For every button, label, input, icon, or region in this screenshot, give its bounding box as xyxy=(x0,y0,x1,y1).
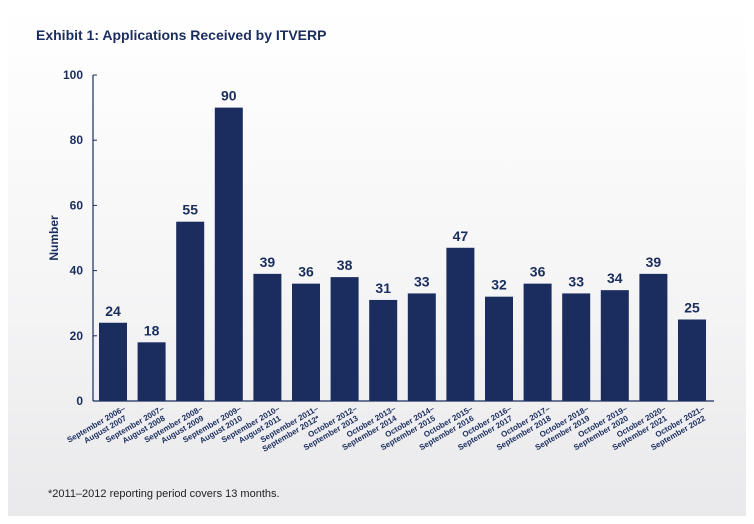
y-tick-label-0: 0 xyxy=(76,394,83,408)
bar-value-label-11: 36 xyxy=(530,264,546,280)
bar-value-label-9: 47 xyxy=(453,228,469,244)
chart-title: Exhibit 1: Applications Received by ITVE… xyxy=(36,27,327,43)
y-tick-label-20: 20 xyxy=(70,329,84,343)
bar-value-label-10: 32 xyxy=(491,277,507,293)
bar-value-label-13: 34 xyxy=(607,270,623,286)
footnote: *2011–2012 reporting period covers 13 mo… xyxy=(48,488,280,500)
y-tick-label-40: 40 xyxy=(70,264,84,278)
y-axis-title: Number xyxy=(47,215,61,261)
bar-value-label-8: 33 xyxy=(414,273,430,289)
bar-13 xyxy=(600,290,629,401)
chart-panel xyxy=(8,8,746,516)
bar-value-label-0: 24 xyxy=(105,303,121,319)
bar-11 xyxy=(523,283,552,401)
bar-14 xyxy=(639,273,668,401)
bar-5 xyxy=(292,283,320,401)
bar-value-label-7: 31 xyxy=(375,280,391,296)
bar-4 xyxy=(253,273,282,401)
bar-3 xyxy=(214,107,243,401)
y-tick-label-60: 60 xyxy=(70,198,84,212)
bar-8 xyxy=(407,293,436,401)
bar-value-label-12: 33 xyxy=(568,273,584,289)
bar-value-label-14: 39 xyxy=(646,254,662,270)
bar-12 xyxy=(562,293,591,401)
bar-6 xyxy=(330,277,359,401)
bar-0 xyxy=(99,322,127,401)
bar-value-label-5: 36 xyxy=(298,264,314,280)
bar-7 xyxy=(369,299,398,401)
bar-1 xyxy=(137,342,166,401)
bar-value-label-15: 25 xyxy=(684,300,700,316)
y-tick-label-100: 100 xyxy=(63,68,83,82)
bar-9 xyxy=(446,247,475,401)
bar-value-label-3: 90 xyxy=(221,88,237,104)
bar-value-label-6: 38 xyxy=(337,257,353,273)
bar-value-label-2: 55 xyxy=(182,202,198,218)
y-tick-label-80: 80 xyxy=(70,133,84,147)
bar-10 xyxy=(485,296,513,401)
bar-2 xyxy=(176,221,205,401)
bar-value-label-4: 39 xyxy=(260,254,276,270)
bar-15 xyxy=(678,319,706,401)
bar-value-label-1: 18 xyxy=(144,322,160,338)
